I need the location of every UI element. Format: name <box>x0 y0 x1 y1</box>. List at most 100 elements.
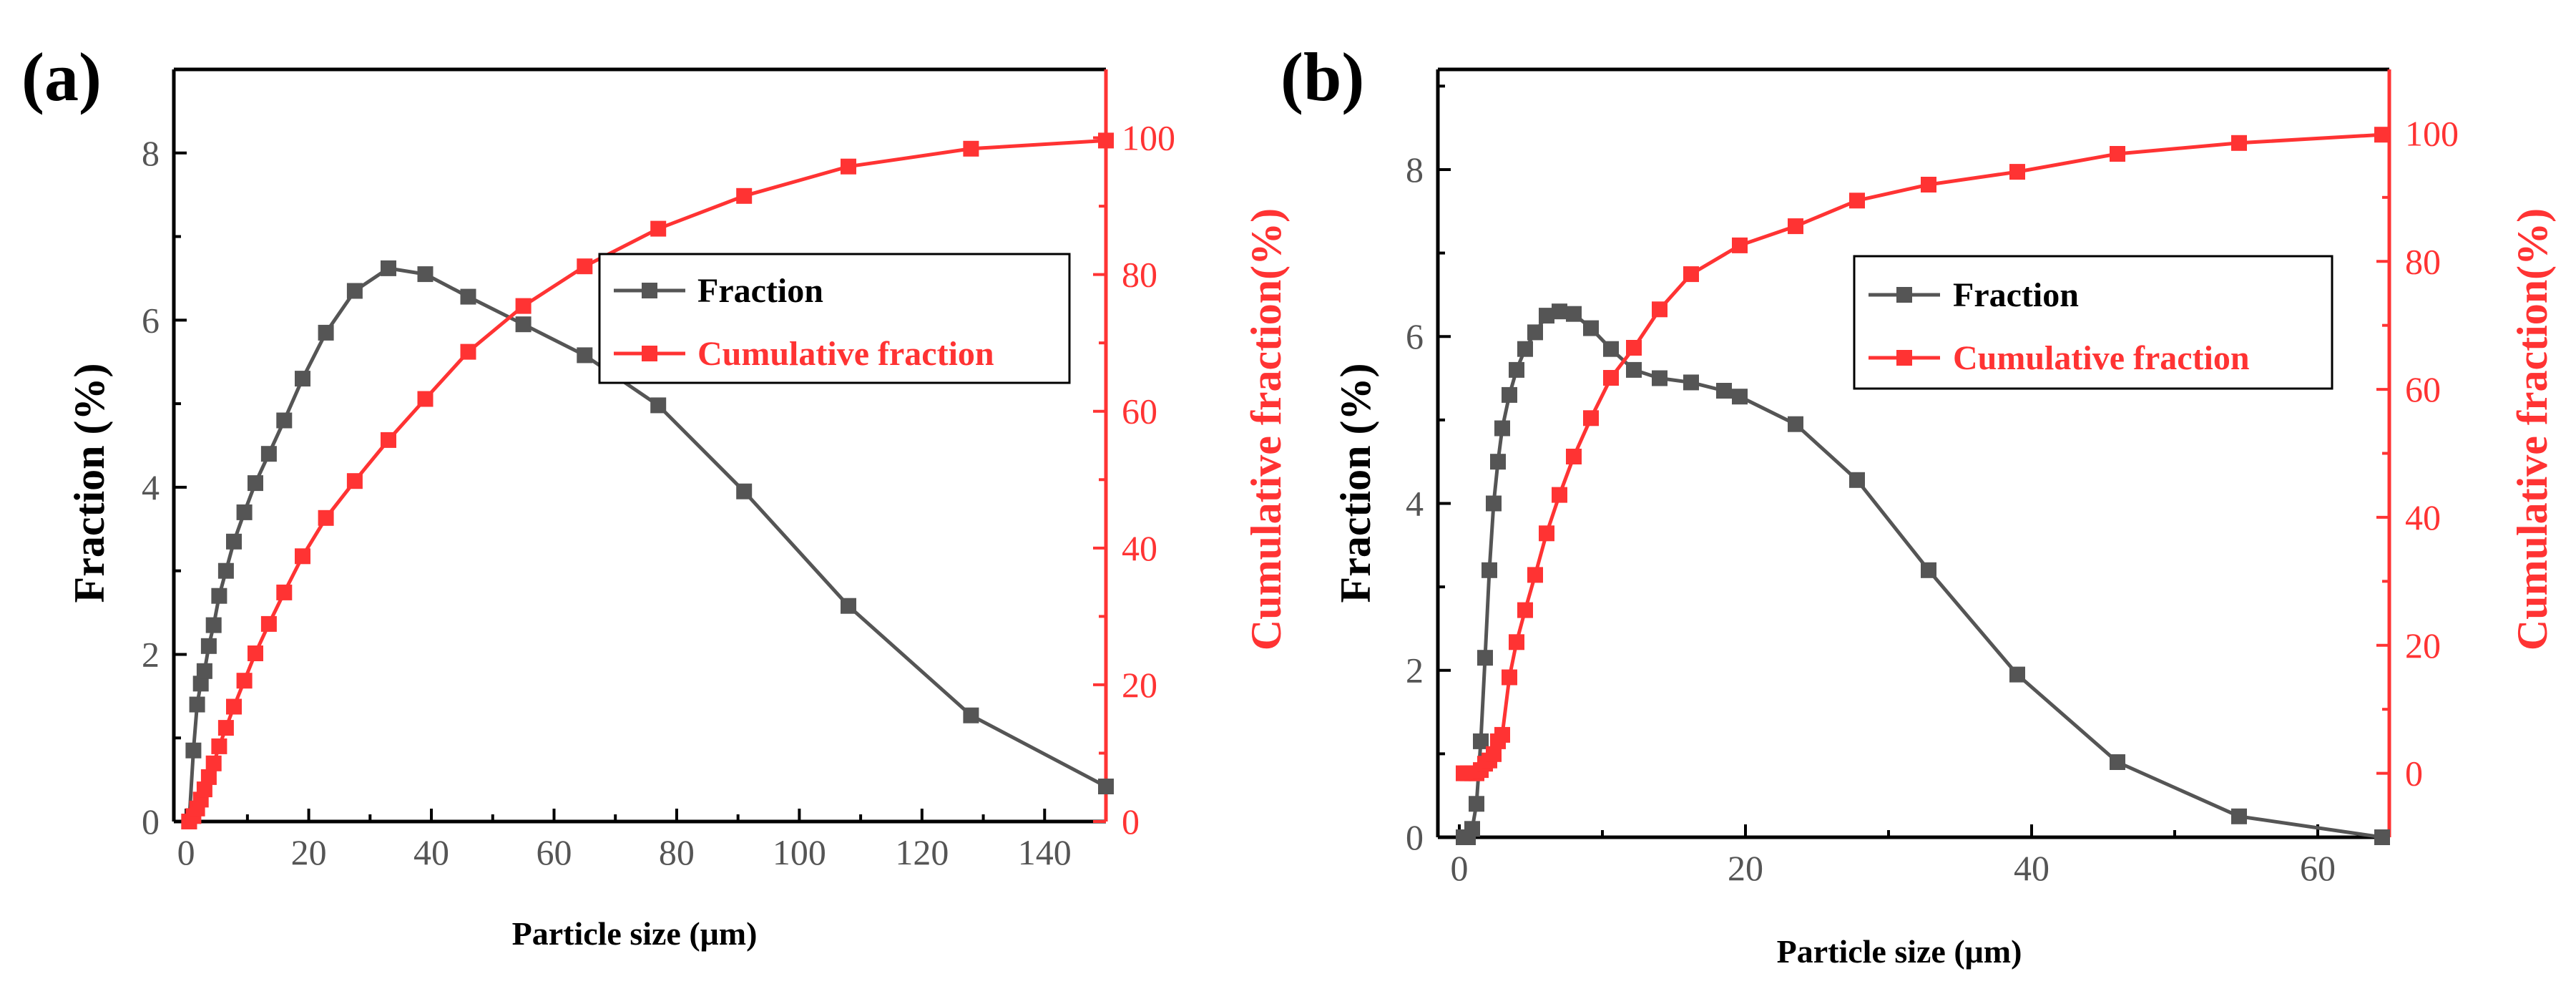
panel-a-cumulative-point <box>1098 132 1114 149</box>
panel-b-x-tick-label: 20 <box>1728 848 1763 888</box>
panel-b-y-tick-label: 6 <box>1406 316 1424 356</box>
panel-b-fraction-point <box>1716 383 1732 399</box>
panel-a-cumulative-point <box>736 187 753 204</box>
panel-a-fraction-point <box>236 504 253 520</box>
panel-a-fraction-point <box>515 316 532 333</box>
panel-a-fraction-point <box>577 347 593 364</box>
panel-b-fraction-point <box>1494 420 1510 437</box>
panel-a-y2-tick-label: 80 <box>1122 255 1157 295</box>
panel-b-cumulative-point <box>1603 370 1619 386</box>
panel-b-legend-cumulative-label: Cumulative fraction <box>1953 339 2250 377</box>
panel-a-fraction-point <box>736 483 753 499</box>
panel-a-cumulative-point <box>217 720 234 736</box>
panel-a-x-tick-label: 120 <box>895 832 949 872</box>
panel-b-fraction-point <box>1464 821 1480 837</box>
panel-b: (b) Fraction (%) Cumulative fraction(%) … <box>1280 39 2556 970</box>
panel-a-fraction-point <box>260 446 277 462</box>
panel-a-fraction-point <box>295 371 310 387</box>
panel-b-fraction-point <box>1490 454 1506 470</box>
panel-b-cumulative-point <box>1502 669 1517 686</box>
panel-b-cumulative-point <box>2231 135 2247 151</box>
panel-b-fraction-point <box>1626 361 1642 378</box>
panel-a-x-tick-label: 0 <box>177 832 195 872</box>
panel-b-cumulative-point <box>1517 602 1533 618</box>
panel-a-y2-tick-label: 100 <box>1122 118 1175 158</box>
panel-b-cumulative-point <box>1527 567 1543 583</box>
panel-b-cumulative-point <box>1494 726 1510 743</box>
panel-a-fraction-point <box>381 260 396 276</box>
panel-b-cumulative-point <box>1552 487 1567 503</box>
panel-a-fraction-point <box>346 283 363 299</box>
panel-b-y-tick-label: 8 <box>1406 150 1424 190</box>
panel-b-x-tick-label: 40 <box>2014 848 2049 888</box>
panel-b-cumulative-point <box>1849 192 1865 209</box>
panel-b-x-tick-label: 60 <box>2300 848 2336 888</box>
panel-a-y2-tick-label: 40 <box>1122 528 1157 568</box>
panel-a-y2-axis-title: Cumulative fraction(%) <box>1243 208 1290 650</box>
panel-a-cumulative-point <box>260 615 277 632</box>
panel-b-cumulative-point <box>1566 449 1582 464</box>
panel-a-cumulative-point <box>196 781 212 798</box>
panel-a-legend-fraction-marker <box>642 283 657 298</box>
panel-a-y2-tick-label: 20 <box>1122 665 1157 705</box>
panel-a-fraction-point <box>217 562 234 579</box>
panel-a-label: (a) <box>21 39 102 115</box>
panel-a-legend: Fraction Cumulative fraction <box>598 253 1071 384</box>
panel-b-y2-tick-label: 40 <box>2405 497 2441 537</box>
panel-b-label: (b) <box>1280 39 1364 115</box>
panel-a-fraction-point <box>1098 779 1114 794</box>
panel-b-cumulative-point <box>2374 127 2390 143</box>
panel-a-fraction-point <box>318 324 334 341</box>
panel-a-cumulative-point <box>205 755 222 771</box>
panel-a-fraction-point <box>650 397 667 414</box>
panel-a-fraction-point <box>211 588 227 604</box>
panel-b-cumulative-point <box>1652 301 1667 318</box>
panel-a-x-tick-label: 40 <box>413 832 449 872</box>
panel-a-fraction-point <box>417 266 434 283</box>
panel-b-cumulative-point <box>1539 525 1554 542</box>
panel-b-cumulative-point <box>2110 146 2125 162</box>
panel-a-fraction-point <box>192 676 209 692</box>
panel-a-fraction-point <box>185 742 202 759</box>
panel-b-cumulative-series-line <box>1464 132 2383 776</box>
panel-b-y2-tick-label: 100 <box>2405 113 2459 153</box>
panel-b-fraction-point <box>1921 562 1936 578</box>
panel-b-fraction-point <box>1473 733 1489 749</box>
panel-a-cumulative-point <box>515 298 532 314</box>
panel-a-fraction-point <box>200 638 217 654</box>
panel-b-cumulative-point <box>1486 746 1502 762</box>
panel-b-legend-fraction-label: Fraction <box>1953 276 2079 314</box>
panel-a-y-tick-label: 8 <box>142 133 160 173</box>
panel-a-fraction-point <box>276 412 293 429</box>
panel-b-y-tick-label: 2 <box>1406 650 1424 691</box>
panel-b-y-tick-label: 0 <box>1406 817 1424 857</box>
panel-b-fraction-point <box>1527 324 1543 341</box>
panel-a-cumulative-point <box>226 698 242 715</box>
panel-b-fraction-point <box>1732 389 1748 405</box>
panel-b-fraction-point <box>1482 562 1497 578</box>
panel-b-fraction-point <box>1683 374 1699 391</box>
panel-b-fraction-point <box>1539 308 1554 324</box>
panel-a-fraction-point <box>963 707 979 723</box>
panel-b-fraction-point <box>1477 650 1493 666</box>
panel-a-fraction-point <box>189 696 205 713</box>
panel-b-legend-cumulative-marker <box>1896 350 1912 366</box>
panel-a-cumulative-point <box>650 220 667 237</box>
panel-b-legend-box <box>1853 255 2333 390</box>
panel-a-x-tick-label: 20 <box>291 832 327 872</box>
panel-b-fraction-point <box>1849 472 1865 488</box>
panel-a-cumulative-point <box>460 343 476 360</box>
panel-b-cumulative-point <box>1509 634 1524 650</box>
panel-a-x-tick-label: 60 <box>536 832 572 872</box>
panel-a: (a) Fraction (%) Cumulative fraction(%) … <box>21 39 1290 952</box>
panel-a-legend-fraction-label: Fraction <box>697 272 823 310</box>
panel-a-legend-cumulative-marker <box>642 346 657 361</box>
panel-a-x-tick-label: 80 <box>659 832 695 872</box>
panel-b-fraction-point <box>1517 341 1533 357</box>
panel-b-x-axis-title: Particle size (μm) <box>1777 933 2022 970</box>
panel-a-legend-box <box>598 253 1071 384</box>
panel-a-x-tick-label: 100 <box>773 832 826 872</box>
panel-a-fraction-point <box>460 288 476 305</box>
